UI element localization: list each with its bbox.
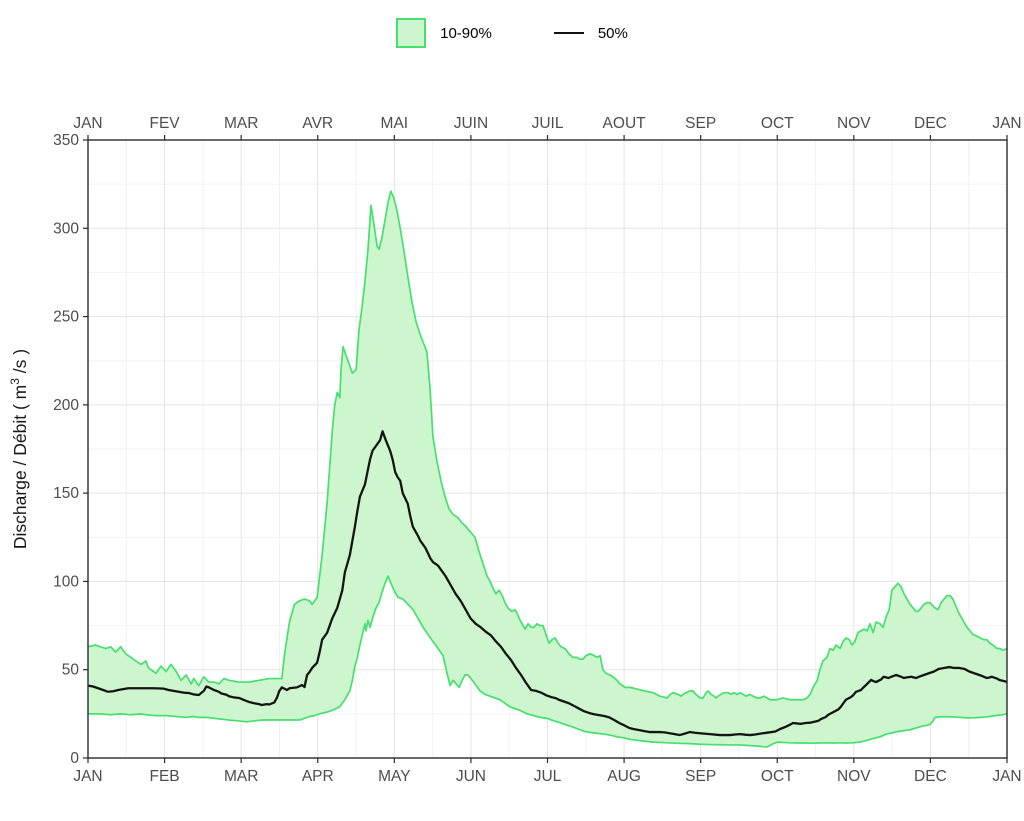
- bottom-axis-month-label: OCT: [761, 768, 794, 785]
- legend-band-entry: 10-90%: [396, 18, 492, 48]
- y-axis-tick-label: 250: [53, 309, 79, 326]
- median-line: [87, 430, 1008, 737]
- bottom-axis-month-label: MAR: [224, 768, 258, 785]
- percentile-band-lower-line: [88, 575, 1008, 748]
- legend-band-label: 10-90%: [440, 24, 492, 42]
- bottom-axis-month-label: JUN: [456, 768, 486, 785]
- top-axis-month-label: OCT: [761, 115, 794, 132]
- median-line-icon: [553, 32, 584, 34]
- y-axis-tick-label: 350: [53, 132, 79, 149]
- top-axis-month-label: AOUT: [603, 115, 647, 132]
- legend-median-entry: 50%: [553, 24, 628, 42]
- bottom-axis-month-label: AUG: [607, 768, 641, 785]
- y-axis-tick-label: 150: [53, 485, 79, 502]
- y-axis-tick-label: 0: [70, 750, 79, 767]
- y-axis-tick-label: 200: [53, 397, 79, 414]
- top-axis-month-label: MAR: [224, 115, 258, 132]
- bottom-axis-month-label: JAN: [992, 768, 1021, 785]
- y-axis-tick-label: 100: [53, 573, 79, 590]
- bottom-axis-month-label: JUL: [534, 768, 562, 785]
- bottom-axis-month-label: FEB: [150, 768, 180, 785]
- top-axis-month-label: JAN: [992, 115, 1021, 132]
- percentile-band-upper-line: [87, 190, 1008, 701]
- bottom-axis-month-label: JAN: [73, 768, 102, 785]
- top-axis-month-label: MAI: [381, 115, 409, 132]
- y-axis-tick-label: 50: [62, 662, 80, 679]
- chart-legend: 10-90% 50%: [0, 18, 1024, 48]
- bottom-axis-month-label: NOV: [837, 768, 871, 785]
- legend-median-label: 50%: [597, 24, 628, 42]
- top-axis-month-label: JUIN: [454, 115, 488, 132]
- top-axis-month-label: FEV: [150, 115, 181, 132]
- top-axis-month-label: JAN: [73, 115, 102, 132]
- y-axis-title: Discharge / Débit ( m3 /s ): [8, 349, 30, 549]
- top-axis-month-label: DEC: [914, 115, 947, 132]
- top-axis-month-label: NOV: [837, 115, 871, 132]
- band-swatch-icon: [396, 18, 427, 48]
- bottom-axis-month-label: MAY: [378, 768, 410, 785]
- percentile-band-area: [88, 191, 1007, 748]
- top-axis-month-label: SEP: [685, 115, 716, 132]
- top-axis-month-label: AVR: [302, 115, 333, 132]
- bottom-axis-month-label: DEC: [914, 768, 947, 785]
- top-axis-month-label: JUIL: [532, 115, 564, 132]
- bottom-axis-month-label: APR: [302, 768, 334, 785]
- y-axis-tick-label: 300: [53, 220, 79, 237]
- bottom-axis-month-label: SEP: [685, 768, 716, 785]
